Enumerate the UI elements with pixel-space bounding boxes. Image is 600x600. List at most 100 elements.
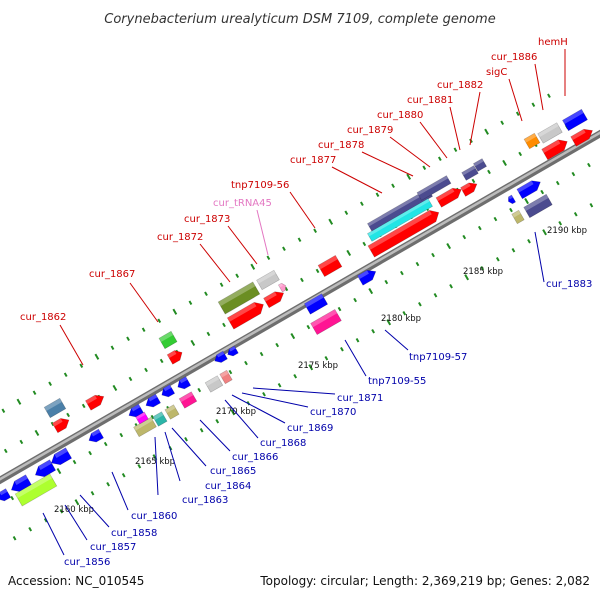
gene-shape-cur-1880[interactable] <box>435 185 464 208</box>
tick-dot <box>3 448 8 454</box>
gene-label-cur-1860[interactable]: cur_1860 <box>131 511 177 522</box>
gene-shape-cur-1857[interactable] <box>14 473 58 507</box>
gene-label-tnp7109-55[interactable]: tnp7109-55 <box>368 376 426 387</box>
leader-line <box>289 191 316 229</box>
gene-shape-cur-1886[interactable] <box>537 122 563 144</box>
gene-shape-cur-1878[interactable] <box>367 198 433 242</box>
gene-label-cur-1856[interactable]: cur_1856 <box>64 557 110 568</box>
tick-dot <box>32 390 37 396</box>
gene-label-hemh[interactable]: hemH <box>538 37 568 48</box>
tick-dot <box>571 171 576 177</box>
gene-label-cur-1879[interactable]: cur_1879 <box>347 125 393 136</box>
gene-shape-cur-1865[interactable] <box>164 404 180 420</box>
tick-dot <box>297 237 302 243</box>
tick-dot <box>219 282 224 288</box>
gene-shape-trna45[interactable] <box>277 282 287 293</box>
gene-shape-cur-1873b[interactable] <box>226 299 266 330</box>
tick-dot <box>368 287 374 295</box>
gene-label-cur-1858[interactable]: cur_1858 <box>111 528 157 539</box>
gene-shape-cur-1864[interactable] <box>152 411 168 427</box>
gene-label-cur-1878[interactable]: cur_1878 <box>318 140 364 151</box>
tick-dot <box>144 367 148 373</box>
gene-shape-cur-1862c[interactable] <box>85 392 106 411</box>
gene-label-cur-1863[interactable]: cur_1863 <box>182 495 228 506</box>
gene-shape-cur-1860c[interactable] <box>159 384 176 400</box>
tick-dot <box>230 409 236 416</box>
topology-text: Topology: circular; Length: 2,369,219 bp… <box>259 574 590 588</box>
gene-label-sigc[interactable]: sigC <box>486 67 507 78</box>
gene-shape-cur-1882b[interactable] <box>473 158 487 172</box>
gene-shape-cur-1862[interactable] <box>43 397 67 419</box>
gene-label-cur-1886[interactable]: cur_1886 <box>491 52 537 63</box>
gene-label-cur-1873[interactable]: cur_1873 <box>184 214 230 225</box>
gene-label-cur-trna45[interactable]: cur_tRNA45 <box>213 198 272 209</box>
gene-shape-cur-1856c[interactable] <box>48 447 73 468</box>
gene-label-cur-1857[interactable]: cur_1857 <box>90 542 136 553</box>
gene-shape-cur-1868[interactable] <box>204 375 224 393</box>
gene-labels-bottom: cur_1856 cur_1857 cur_1858 cur_1860 cur_… <box>64 279 592 568</box>
gene-label-cur-1882[interactable]: cur_1882 <box>437 80 483 91</box>
leader-line <box>344 339 367 377</box>
gene-label-cur-1870[interactable]: cur_1870 <box>310 407 356 418</box>
gene-shape-cur-1882[interactable] <box>461 165 479 181</box>
gene-shape-cur-1883[interactable] <box>516 177 543 200</box>
gene-shape-cur-1880b[interactable] <box>416 175 452 201</box>
gene-label-cur-1866[interactable]: cur_1866 <box>232 452 278 463</box>
gene-label-cur-1862[interactable]: cur_1862 <box>20 312 66 323</box>
gene-shape-cur-1883b[interactable] <box>523 193 553 219</box>
tick-dot <box>587 162 591 168</box>
gene-shape-cur-1862b[interactable] <box>51 415 71 434</box>
gene-label-cur-1877[interactable]: cur_1877 <box>290 155 336 166</box>
tick-dot <box>90 490 95 496</box>
leader-line <box>361 151 414 177</box>
gene-label-tnp7109-57[interactable]: tnp7109-57 <box>409 352 467 363</box>
gene-label-cur-1867[interactable]: cur_1867 <box>89 269 135 280</box>
gene-shape-cur-1866[interactable] <box>178 391 198 409</box>
tick-dot <box>250 263 256 270</box>
gene-label-cur-1883[interactable]: cur_1883 <box>546 279 592 290</box>
gene-shape-cur-1883c[interactable] <box>511 209 525 225</box>
gene-shape-tnp7109-55b[interactable] <box>310 308 342 336</box>
gene-shape-cur-1856d[interactable] <box>0 488 12 504</box>
tick-dot <box>119 432 124 438</box>
gene-shape-cur-1867[interactable] <box>158 330 178 350</box>
gene-shape-hemh[interactable] <box>562 108 588 132</box>
gene-shape-cur-1879[interactable] <box>367 207 442 258</box>
gene-label-cur-1864[interactable]: cur_1864 <box>205 481 251 492</box>
tick-dot <box>204 291 208 297</box>
gene-shape-cur-1856b[interactable] <box>32 459 57 480</box>
gene-shape-cur-1867b[interactable] <box>166 348 185 365</box>
gene-shape-tnp7109-55[interactable] <box>303 293 329 315</box>
gene-label-tnp7109-56[interactable]: tnp7109-56 <box>231 180 289 191</box>
gene-shape-cur-1883d[interactable] <box>506 194 517 205</box>
gene-shape-cur-1872[interactable] <box>217 281 261 315</box>
gene-label-cur-1869[interactable]: cur_1869 <box>287 423 333 434</box>
gene-label-cur-1881[interactable]: cur_1881 <box>407 95 453 106</box>
gene-shape-sigc[interactable] <box>523 132 541 150</box>
gene-shape-tnp7109-56[interactable] <box>317 254 343 278</box>
gene-shape-cur-1870[interactable] <box>213 350 228 365</box>
gene-shape-cur-1881[interactable] <box>460 180 480 197</box>
gene-features <box>0 108 596 507</box>
gene-shape-cur-1866b[interactable] <box>135 411 149 425</box>
gene-label-cur-1865[interactable]: cur_1865 <box>210 466 256 477</box>
gene-label-cur-1871[interactable]: cur_1871 <box>337 393 383 404</box>
gene-shape-cur-1860[interactable] <box>126 403 144 420</box>
gene-shape-cur-1873c[interactable] <box>263 288 287 309</box>
leader-line <box>154 436 159 496</box>
genome-backbone <box>0 129 600 485</box>
gene-shape-cur-1863[interactable] <box>175 376 192 392</box>
gene-shape-cur-1858[interactable] <box>86 428 104 445</box>
gene-shape-tnp7109-57[interactable] <box>357 267 378 286</box>
gene-shape-cur-1870b[interactable] <box>226 345 239 358</box>
gene-label-cur-1872[interactable]: cur_1872 <box>157 232 203 243</box>
tick-dot <box>500 120 505 126</box>
gene-label-cur-1868[interactable]: cur_1868 <box>260 438 306 449</box>
gene-shape-hemh-b[interactable] <box>541 136 571 161</box>
gene-shape-cur-1860b[interactable] <box>143 393 161 410</box>
gene-label-cur-1880[interactable]: cur_1880 <box>377 110 423 121</box>
gene-shape-cur-1873[interactable] <box>256 269 280 291</box>
gene-shape-cur-1869[interactable] <box>219 369 233 385</box>
gene-shape-hemh-c[interactable] <box>570 126 596 147</box>
